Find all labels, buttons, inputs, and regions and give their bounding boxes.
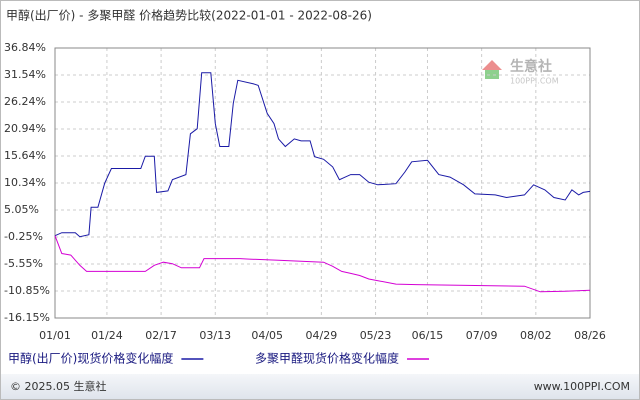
- chart-title: 甲醇(出厂价) - 多聚甲醛 价格趋势比较(2022-01-01 - 2022-…: [6, 8, 372, 23]
- y-tick-label: -16.15%: [4, 311, 50, 324]
- watermark: 生意社 100PPI.COM: [482, 58, 559, 86]
- y-tick-label: 5.05%: [4, 203, 39, 216]
- x-tick-label: 04/05: [251, 329, 283, 342]
- series-line: [54, 235, 591, 293]
- x-tick-label: 08/26: [574, 329, 606, 342]
- y-tick-label: 36.84%: [4, 41, 46, 54]
- logo-roof: [482, 60, 502, 70]
- plot-border: [54, 47, 591, 319]
- x-tick-label: 02/17: [145, 329, 177, 342]
- x-tick-label: 08/02: [520, 329, 552, 342]
- y-tick-label: -0.25%: [4, 230, 43, 243]
- y-tick-label: 26.24%: [4, 95, 46, 108]
- x-tick-label: 05/23: [360, 329, 392, 342]
- legend-label: 甲醇(出厂价)现货价格变化幅度: [8, 351, 173, 366]
- x-tick-label: 03/13: [199, 329, 231, 342]
- series-line: [54, 72, 591, 238]
- x-tick-label: 01/01: [39, 329, 71, 342]
- watermark-site: 100PPI.COM: [510, 77, 559, 86]
- y-tick-label: 10.34%: [4, 176, 46, 189]
- x-tick-label: 01/24: [91, 329, 123, 342]
- y-tick-label: 15.64%: [4, 149, 46, 162]
- logo-body: [485, 70, 499, 79]
- x-tick-label: 06/15: [412, 329, 444, 342]
- footer-copyright: © 2025.05 生意社: [10, 379, 106, 393]
- x-tick-label: 07/09: [466, 329, 498, 342]
- footer-band: [1, 374, 639, 399]
- y-tick-label: 20.94%: [4, 122, 46, 135]
- watermark-brand: 生意社: [510, 58, 552, 75]
- footer-url: www.100PPI.COM: [534, 380, 630, 393]
- y-tick-label: -10.85%: [4, 284, 50, 297]
- y-tick-label: 31.54%: [4, 68, 46, 81]
- x-tick-label: 04/29: [306, 329, 338, 342]
- y-tick-label: -5.55%: [4, 257, 43, 270]
- legend-label: 多聚甲醛现货价格变化幅度: [255, 351, 399, 366]
